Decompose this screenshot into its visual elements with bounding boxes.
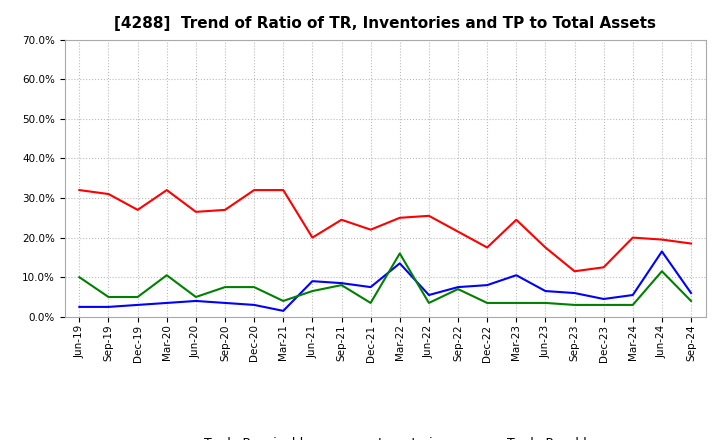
Trade Receivables (512, 217, 521, 222)
Inventories (337, 281, 346, 286)
Line: Inventories: Inventories (79, 251, 691, 311)
Line: Trade Payables: Trade Payables (79, 253, 691, 305)
Trade Payables (250, 284, 258, 290)
Trade Receivables (657, 237, 666, 242)
Inventories (483, 282, 492, 288)
Trade Receivables (337, 217, 346, 222)
Trade Payables (395, 251, 404, 256)
Trade Payables (192, 294, 200, 300)
Trade Payables (163, 272, 171, 278)
Inventories (454, 284, 462, 290)
Trade Receivables (163, 187, 171, 193)
Inventories (541, 289, 550, 294)
Trade Receivables (220, 207, 229, 213)
Trade Payables (687, 298, 696, 304)
Trade Payables (75, 275, 84, 280)
Legend: Trade Receivables, Inventories, Trade Payables: Trade Receivables, Inventories, Trade Pa… (164, 432, 606, 440)
Trade Payables (483, 300, 492, 305)
Inventories (163, 300, 171, 305)
Inventories (308, 279, 317, 284)
Trade Payables (337, 282, 346, 288)
Inventories (425, 292, 433, 297)
Inventories (599, 297, 608, 302)
Inventories (366, 284, 375, 290)
Trade Payables (104, 294, 113, 300)
Line: Trade Receivables: Trade Receivables (79, 190, 691, 271)
Trade Payables (657, 268, 666, 274)
Inventories (570, 290, 579, 296)
Trade Receivables (395, 215, 404, 220)
Trade Receivables (279, 187, 287, 193)
Trade Payables (454, 286, 462, 292)
Trade Payables (279, 298, 287, 304)
Trade Receivables (541, 245, 550, 250)
Trade Receivables (75, 187, 84, 193)
Inventories (629, 292, 637, 297)
Trade Receivables (133, 207, 142, 213)
Inventories (104, 304, 113, 310)
Inventories (220, 300, 229, 305)
Trade Payables (133, 294, 142, 300)
Trade Payables (570, 302, 579, 308)
Trade Receivables (250, 187, 258, 193)
Trade Receivables (483, 245, 492, 250)
Trade Payables (541, 300, 550, 305)
Inventories (133, 302, 142, 308)
Trade Receivables (366, 227, 375, 232)
Trade Payables (512, 300, 521, 305)
Trade Receivables (308, 235, 317, 240)
Trade Payables (599, 302, 608, 308)
Trade Receivables (192, 209, 200, 214)
Inventories (512, 272, 521, 278)
Title: [4288]  Trend of Ratio of TR, Inventories and TP to Total Assets: [4288] Trend of Ratio of TR, Inventories… (114, 16, 656, 32)
Trade Payables (629, 302, 637, 308)
Trade Receivables (629, 235, 637, 240)
Trade Receivables (454, 229, 462, 234)
Inventories (192, 298, 200, 304)
Trade Payables (366, 300, 375, 305)
Inventories (657, 249, 666, 254)
Inventories (279, 308, 287, 313)
Trade Receivables (570, 268, 579, 274)
Inventories (687, 290, 696, 296)
Trade Payables (308, 289, 317, 294)
Trade Receivables (104, 191, 113, 197)
Inventories (250, 302, 258, 308)
Trade Receivables (687, 241, 696, 246)
Inventories (395, 260, 404, 266)
Trade Payables (220, 284, 229, 290)
Trade Receivables (425, 213, 433, 218)
Inventories (75, 304, 84, 310)
Trade Payables (425, 300, 433, 305)
Trade Receivables (599, 264, 608, 270)
